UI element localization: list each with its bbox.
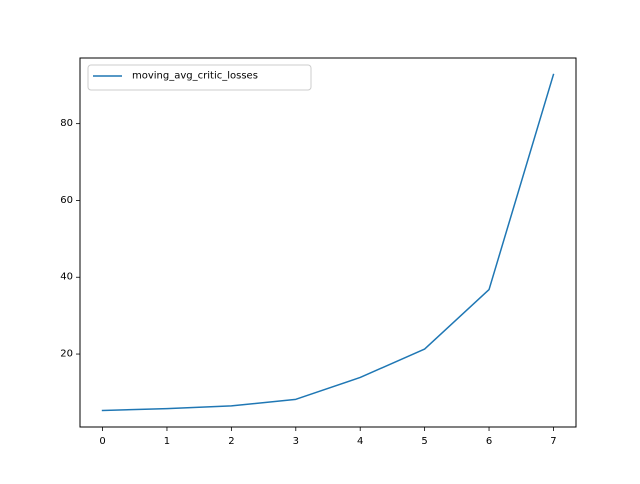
x-tick-label: 0 [99,436,105,447]
y-tick-label: 60 [60,195,73,206]
axes-frame [79,57,577,428]
axes-layer: 0 1 2 3 4 5 6 7 20 40 60 80 [60,57,577,447]
x-tick-label: 3 [293,436,299,447]
data-point [424,348,426,350]
legend-label: moving_avg_critic_losses [132,71,258,82]
x-tick-label: 4 [357,436,363,447]
data-point [102,410,104,412]
x-tick-label: 2 [228,436,234,447]
x-tick-label: 5 [421,436,427,447]
data-point [295,399,297,401]
x-tick-label: 6 [486,436,492,447]
data-point [553,74,555,76]
x-tick-label: 1 [164,436,170,447]
data-point [488,289,490,291]
data-point [231,405,233,407]
legend: moving_avg_critic_losses [87,64,312,91]
y-tick-label: 20 [60,349,73,360]
data-point [359,377,361,379]
data-point [166,408,168,410]
legend-box [87,64,312,91]
plot-layer [101,73,555,412]
series-line-0 [101,73,555,412]
y-tick-label: 40 [60,272,73,283]
x-tick-label: 7 [550,436,556,447]
y-tick-label: 80 [60,118,73,129]
